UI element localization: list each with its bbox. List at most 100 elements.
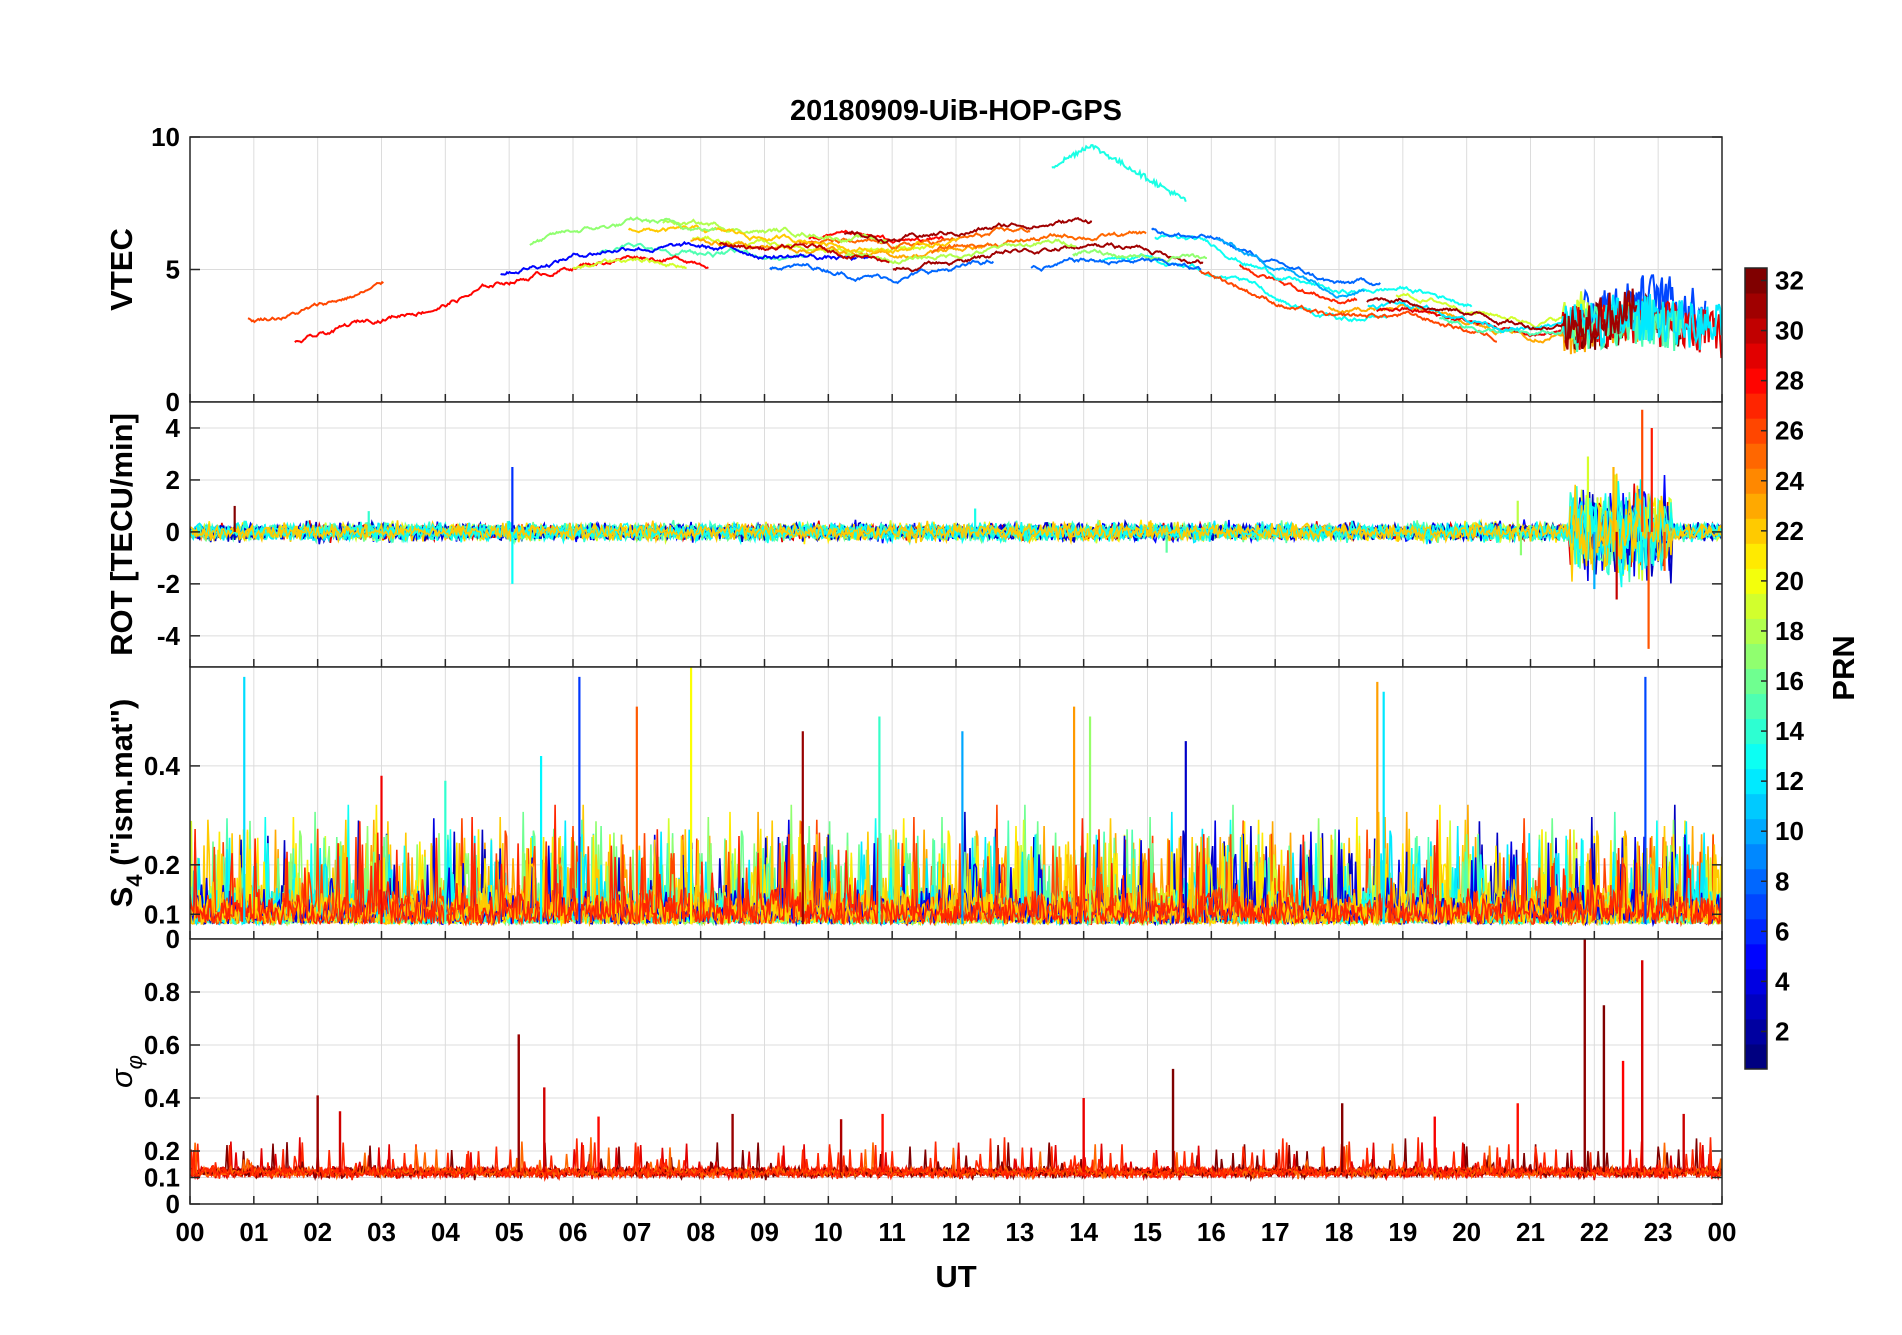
colorbar-tick-label: 14 (1775, 716, 1804, 746)
vtec-series-prn-19 (572, 257, 687, 270)
x-tick-label: 09 (750, 1217, 779, 1247)
x-tick-label: 08 (686, 1217, 715, 1247)
series-group (247, 144, 1722, 359)
colorbar-label: PRN (1826, 635, 1861, 700)
chart-title: 20180909-UiB-HOP-GPS (790, 95, 1122, 127)
x-tick-label: 00 (176, 1217, 205, 1247)
series-group (190, 667, 1722, 928)
vtec-series-prn-15 (1438, 299, 1684, 353)
vtec-series-prn-28 (808, 229, 945, 244)
vtec-series-prn-10 (1216, 238, 1366, 299)
colorbar-segment (1745, 968, 1767, 995)
y-tick-label: 0.2 (144, 850, 180, 880)
colorbar-segment (1745, 718, 1767, 745)
colorbar-segment (1745, 943, 1767, 970)
colorbar-segment (1745, 693, 1767, 720)
vtec-series-prn-28 (294, 254, 709, 344)
vtec-series-prn-31 (892, 242, 1204, 273)
y-tick-label-top: 0 (166, 924, 180, 954)
colorbar-segment (1745, 393, 1767, 419)
x-tick-label: 10 (814, 1217, 843, 1247)
colorbar-segment (1745, 1043, 1767, 1070)
colorbar-segment (1745, 518, 1767, 544)
vtec-series-prn-31 (843, 216, 1093, 244)
x-tick-label: 06 (559, 1217, 588, 1247)
y-tick-label: 0.8 (144, 977, 180, 1007)
vtec-series-prn-8 (1151, 227, 1381, 287)
colorbar-tick-label: 18 (1775, 616, 1804, 646)
colorbar-tick-label: 32 (1775, 266, 1804, 296)
colorbar-segment (1745, 418, 1767, 444)
vtec-series-prn-30 (718, 241, 890, 264)
colorbar-segment (1745, 818, 1767, 845)
panel-s4: 0.10.20.4S4 ("ism.mat") (104, 666, 1723, 940)
sigma-series-prn-27 (190, 1137, 1722, 1181)
x-tick-label: 11 (878, 1217, 906, 1247)
colorbar-segment (1745, 668, 1767, 695)
colorbar-segment (1745, 368, 1767, 394)
colorbar-segment (1745, 843, 1767, 870)
colorbar-segment (1745, 268, 1767, 294)
y-tick-label: 5 (166, 255, 180, 285)
colorbar-segment (1745, 893, 1767, 920)
x-tick-label: 05 (495, 1217, 524, 1247)
x-tick-label: 21 (1516, 1217, 1545, 1247)
colorbar-tick-label: 16 (1775, 666, 1804, 696)
x-tick-label: 20 (1452, 1217, 1481, 1247)
colorbar-segment (1745, 793, 1767, 820)
colorbar-segment (1745, 293, 1767, 319)
vtec-series-prn-25 (797, 226, 1031, 251)
y-axis-label-rot: ROT [TECU/min] (104, 413, 139, 656)
rot-series-prn-13 (190, 481, 1722, 571)
colorbar-tick-label: 6 (1775, 916, 1789, 946)
x-tick-label: 03 (367, 1217, 396, 1247)
x-tick-label: 13 (1005, 1217, 1034, 1247)
y-label-sub: φ (122, 1055, 147, 1069)
vtec-series-prn-19 (1395, 291, 1593, 341)
colorbar-segment (1745, 343, 1767, 369)
x-tick-label: 22 (1580, 1217, 1609, 1247)
x-tick-label: 04 (431, 1217, 460, 1247)
y-label-main: σ (104, 1068, 139, 1088)
vtec-series-prn-18 (662, 218, 889, 244)
vtec-series-prn-17 (529, 216, 717, 246)
y-tick-label: 10 (151, 122, 180, 152)
y-tick-label: -2 (157, 569, 180, 599)
colorbar-segment (1745, 1018, 1767, 1045)
vtec-series-prn-26 (247, 280, 384, 324)
x-tick-label: 14 (1069, 1217, 1098, 1247)
colorbar-tick-label: 4 (1775, 966, 1790, 996)
colorbar-tick-label: 30 (1775, 316, 1804, 346)
colorbar-segment (1745, 593, 1767, 619)
colorbar-segment (1745, 568, 1767, 594)
colorbar-tick-label: 2 (1775, 1016, 1789, 1046)
colorbar-tick-label: 28 (1775, 366, 1804, 396)
vtec-series-prn-31 (1366, 288, 1638, 350)
series-group (190, 409, 1722, 649)
vtec-series-prn-25 (930, 230, 1147, 254)
y-tick-label: 0.6 (144, 1030, 180, 1060)
vtec-series-prn-17 (1072, 248, 1207, 264)
y-tick-label: 2 (166, 465, 180, 495)
y-axis-label-s4: S4 ("ism.mat") (104, 699, 147, 908)
x-tick-label: 23 (1644, 1217, 1673, 1247)
y-axis-label-vtec: VTEC (104, 228, 139, 311)
colorbar-segment (1745, 743, 1767, 770)
colorbar-tick-label: 26 (1775, 416, 1804, 446)
x-tick-label: 12 (942, 1217, 971, 1247)
x-tick-label: 15 (1133, 1217, 1162, 1247)
colorbar-segment (1745, 643, 1767, 669)
vtec-series-prn-5 (500, 240, 869, 276)
vtec-peak-series (1051, 144, 1187, 203)
panel-rot: -4 -2 0 2 4 ROT [TECU/min] (104, 401, 1723, 668)
y-tick-label: -4 (157, 621, 181, 651)
x-axis-label: UT (935, 1259, 976, 1294)
y-tick-label: 0.4 (144, 751, 181, 781)
y-tick-label: 0 (166, 1189, 180, 1219)
vtec-series-prn-26 (1199, 269, 1498, 343)
vtec-series-prn-27 (1238, 264, 1358, 305)
